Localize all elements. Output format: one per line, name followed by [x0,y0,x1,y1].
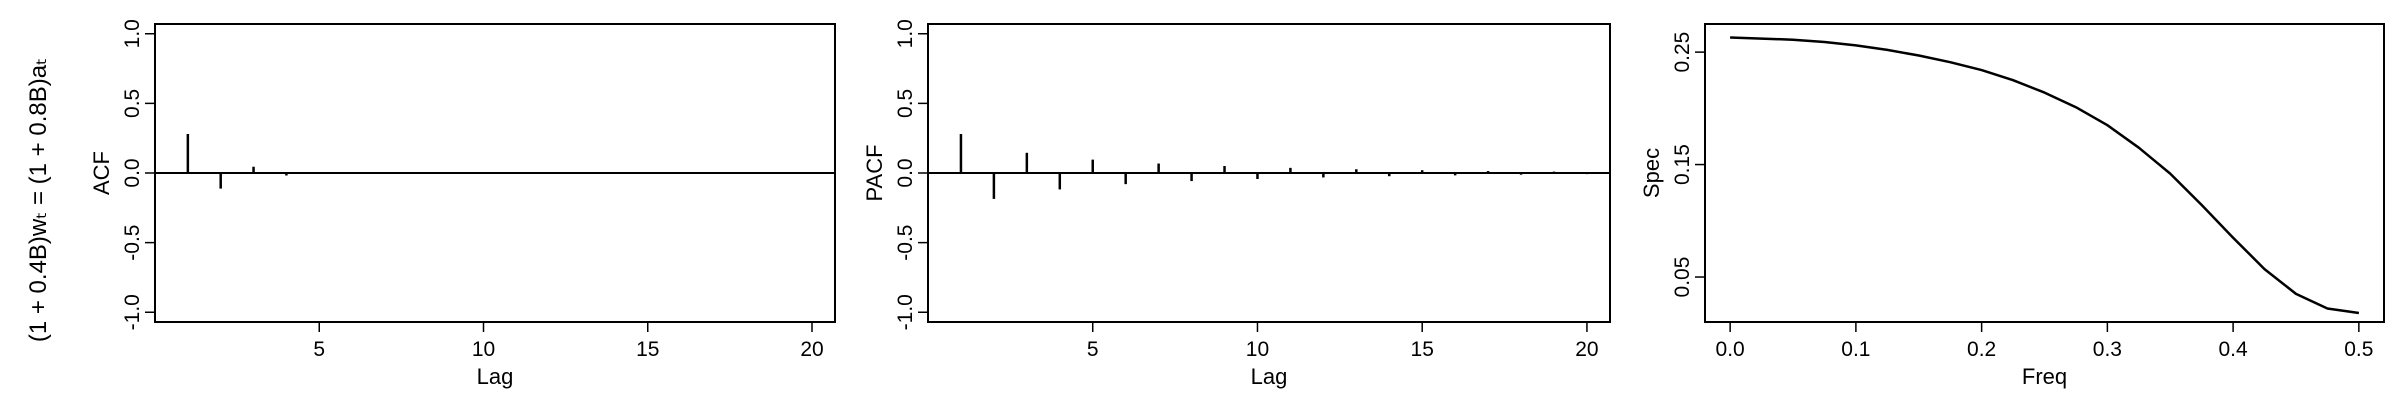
x-tick-label: 15 [636,338,659,361]
y-tick-label: 0.05 [1671,257,1694,298]
x-tick-label: 0.2 [1967,338,1996,361]
x-tick-label: 0.3 [2093,338,2122,361]
x-axis-label: Lag [477,364,514,389]
x-tick-label: 10 [472,338,495,361]
y-axis-label: PACF [862,144,887,201]
x-tick-label: 5 [1087,338,1099,361]
acf-panel: 5 10 15 20 -1.0 -0.5 0.0 0.5 1.0 Lag ACF [89,19,836,389]
x-tick-label: 20 [1575,338,1598,361]
x-tick-label: 15 [1411,338,1434,361]
x-axis-label: Freq [2022,364,2067,389]
y-tick-label: 0.5 [121,89,144,118]
y-tick-label: -1.0 [121,294,144,330]
y-tick-label: 0.0 [894,158,917,187]
y-tick-label: 0.0 [121,158,144,187]
x-tick-label: 0.5 [2344,338,2373,361]
x-tick-label: 0.0 [1716,338,1745,361]
y-tick-label: 1.0 [121,19,144,48]
y-tick-label: -1.0 [894,294,917,330]
y-axis-label: Spec [1639,148,1664,198]
x-tick-label: 20 [800,338,823,361]
spectrum-panel: 0.0 0.1 0.2 0.3 0.4 0.5 0.05 0.15 0.25 Freq Spec [1639,23,2385,389]
y-tick-label: -0.5 [121,225,144,261]
x-tick-label: 5 [313,338,325,361]
row-label: (1 + 0.4B)wₜ = (1 + 0.8B)aₜ [25,58,52,342]
plot-frame [1704,23,2385,323]
y-tick-label: 0.5 [894,89,917,118]
x-tick-label: 10 [1246,338,1269,361]
y-tick-label: 1.0 [894,19,917,48]
y-tick-label: 0.15 [1671,144,1694,185]
x-axis-label: Lag [1251,364,1288,389]
y-tick-label: -0.5 [894,225,917,261]
x-tick-label: 0.4 [2219,338,2249,361]
spectrum-line [1730,36,2360,315]
y-tick-label: 0.25 [1671,32,1694,73]
pacf-panel: 5 10 15 20 -1.0 -0.5 0.0 0.5 1.0 Lag PACF [862,19,1611,389]
x-tick-label: 0.1 [1841,338,1870,361]
y-axis-label: ACF [89,151,114,195]
